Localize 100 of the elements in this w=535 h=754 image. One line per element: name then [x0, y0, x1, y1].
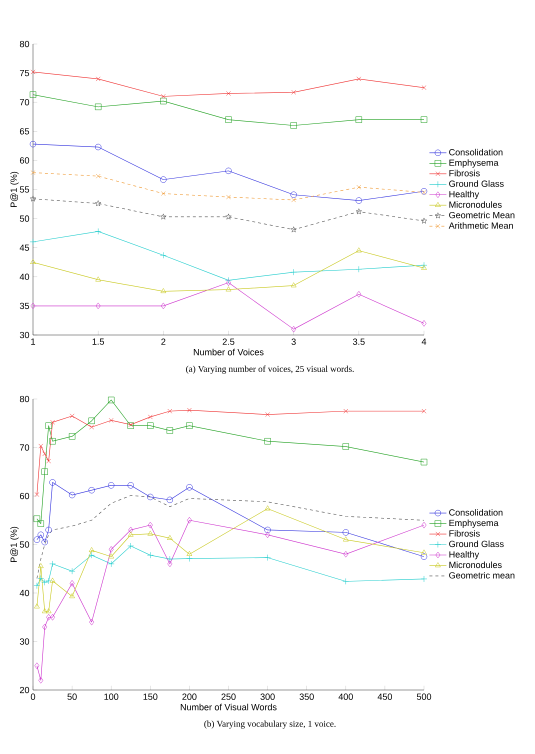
point [264, 554, 271, 561]
point [343, 550, 348, 558]
point [46, 614, 52, 620]
point [41, 468, 48, 475]
point [96, 76, 101, 82]
point [291, 326, 296, 332]
point [34, 662, 40, 669]
point [160, 176, 167, 183]
point [89, 618, 94, 626]
point [160, 94, 166, 99]
point [290, 226, 297, 232]
x-tick-label: 500 [416, 694, 432, 700]
point [128, 482, 134, 489]
y-tick-label: 80 [20, 396, 30, 402]
point [264, 438, 271, 444]
x-tick-label: 1.5 [92, 338, 104, 345]
point [265, 412, 270, 417]
x-tick-label: 2 [161, 338, 166, 345]
y-tick-label: 60 [20, 157, 30, 164]
point [49, 479, 56, 486]
point [34, 492, 40, 497]
y-tick-label: 40 [20, 590, 30, 596]
point [128, 526, 134, 534]
legend-label: Fibrosis [449, 170, 480, 176]
point [186, 484, 193, 491]
y-tick-label: 50 [20, 215, 30, 222]
point [290, 192, 297, 198]
point [356, 208, 362, 214]
legend-label: Healthy [449, 550, 480, 560]
y-tick-label: 55 [20, 186, 30, 193]
point [41, 538, 48, 546]
point [420, 458, 428, 466]
point [46, 458, 52, 464]
point [46, 608, 52, 614]
x-tick-label: 50 [67, 694, 77, 700]
point [45, 422, 52, 429]
point [422, 85, 426, 90]
y-axis-title: P@1 (%) [10, 172, 19, 208]
y-tick-label: 70 [20, 99, 30, 106]
point [264, 505, 270, 510]
legend-label: Healthy [449, 190, 480, 200]
point [343, 408, 348, 414]
point [50, 420, 55, 425]
y-tick-label: 30 [20, 332, 30, 338]
point [167, 560, 172, 568]
legend-label: Arithmetic Mean [448, 222, 513, 229]
point [94, 104, 102, 110]
point [342, 529, 350, 536]
x-axis-title: Number of Visual Words [180, 704, 277, 710]
point [30, 238, 36, 246]
point [356, 247, 362, 252]
point [108, 482, 114, 489]
point [108, 418, 114, 423]
point [356, 266, 362, 272]
text: (a) Varying number of voices, 25 visual words. [186, 366, 354, 374]
legend-label: Emphysema [449, 520, 499, 528]
legend-label: Consolidation [449, 509, 502, 516]
point [49, 438, 56, 444]
point [147, 530, 154, 536]
point [128, 532, 134, 537]
point [45, 526, 52, 534]
point [88, 486, 95, 494]
point [38, 563, 44, 568]
point [30, 70, 36, 74]
x-tick-label: 100 [104, 694, 118, 700]
y-tick-label: 70 [20, 444, 30, 451]
point [30, 259, 36, 264]
point [342, 443, 350, 450]
point [70, 580, 75, 587]
point [88, 552, 95, 558]
y-tick-label: 30 [20, 638, 30, 645]
legend-label: Geometric mean [449, 572, 514, 579]
point [225, 116, 232, 123]
point [30, 91, 36, 98]
point [34, 536, 40, 543]
point [420, 262, 428, 268]
point [68, 433, 76, 440]
x-tick-label: 250 [221, 694, 236, 700]
point [88, 547, 94, 552]
x-tick-label: 150 [144, 694, 158, 700]
y-tick-label: 35 [20, 302, 30, 310]
point [50, 614, 56, 620]
point [265, 532, 270, 538]
point [356, 116, 362, 123]
point [186, 550, 192, 556]
point [108, 396, 114, 404]
point [38, 575, 44, 582]
x-tick-label: 350 [300, 694, 314, 700]
point [68, 492, 76, 498]
point [167, 534, 173, 540]
point [290, 282, 297, 288]
point [96, 174, 101, 178]
point [225, 214, 232, 220]
point [88, 418, 95, 424]
point [422, 408, 426, 414]
point [167, 408, 172, 414]
point [42, 608, 48, 614]
y-tick-label: 80 [20, 40, 30, 48]
point [356, 197, 362, 204]
point [94, 144, 102, 150]
